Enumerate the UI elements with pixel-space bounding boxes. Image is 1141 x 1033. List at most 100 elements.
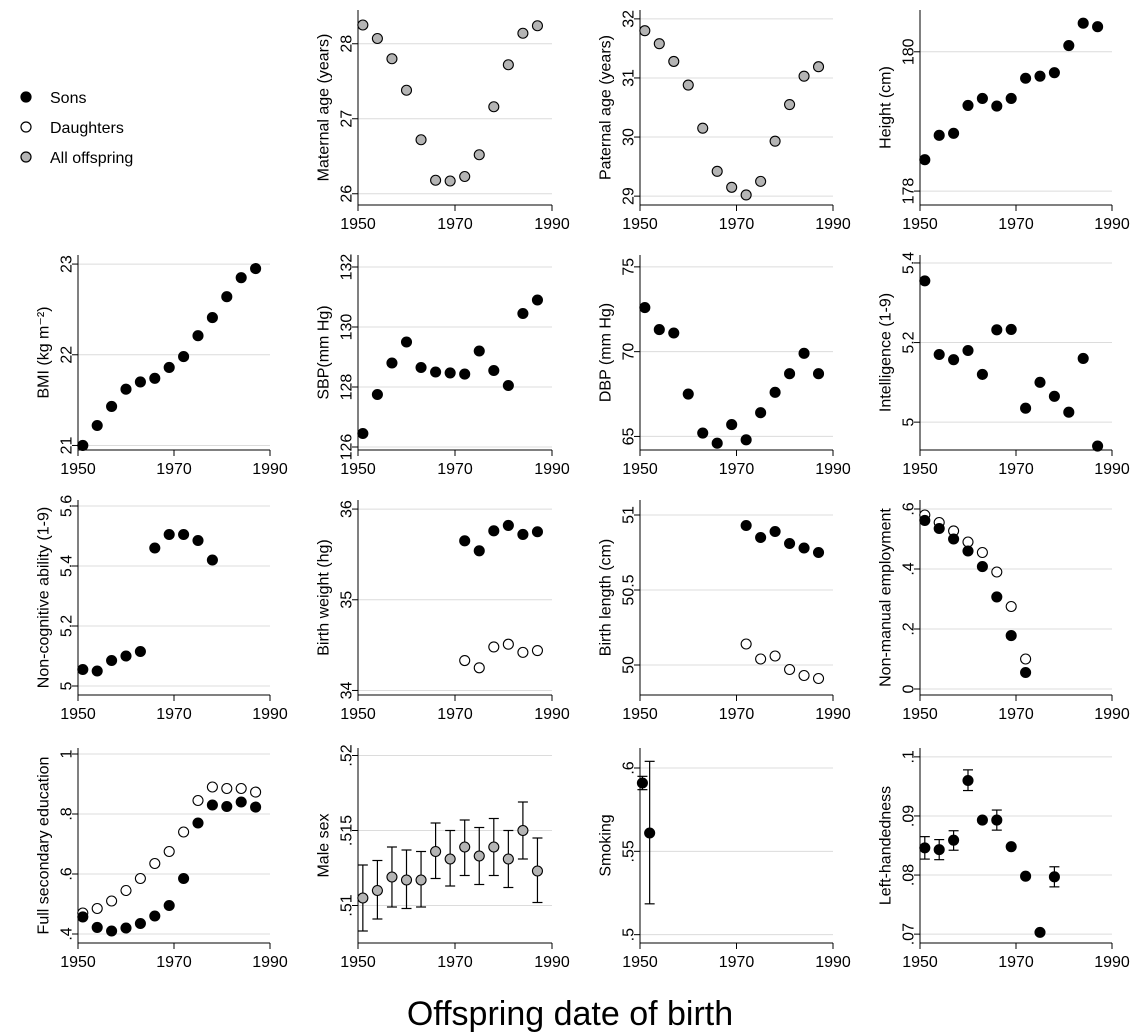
y-tick-label: .5 bbox=[621, 928, 638, 941]
data-point-sons bbox=[784, 537, 796, 550]
data-point-sons bbox=[919, 275, 931, 287]
data-point-sons bbox=[740, 519, 752, 532]
y-tick-label: 22 bbox=[59, 346, 76, 364]
data-point-sons bbox=[1020, 870, 1032, 882]
legend-entry-all-offspring: All offspring bbox=[20, 150, 133, 167]
data-point-sons bbox=[653, 324, 665, 336]
y-tick-label: 5.4 bbox=[59, 555, 76, 577]
data-point-sons bbox=[192, 817, 204, 829]
data-point-sons bbox=[919, 154, 931, 166]
data-point-sons bbox=[206, 554, 218, 566]
x-tick-label: 1950 bbox=[622, 706, 658, 723]
y-tick-label: .07 bbox=[901, 923, 918, 945]
data-point-daughters bbox=[812, 672, 825, 685]
legend-marker-sons bbox=[20, 91, 32, 103]
data-point-daughters bbox=[976, 546, 988, 559]
panel-10: 50 50.5 51 1950 1970 1990 Birth length (cm) bbox=[598, 500, 851, 723]
y-axis-title: Non-manual employment bbox=[878, 508, 895, 687]
y-tick-label: 75 bbox=[621, 258, 638, 276]
x-tick-label: 1990 bbox=[534, 461, 570, 478]
data-point-sons bbox=[163, 528, 175, 541]
data-point-sons bbox=[106, 654, 118, 667]
data-point-sons bbox=[1048, 871, 1060, 883]
x-tick-label: 1990 bbox=[815, 216, 851, 233]
data-point-sons bbox=[1020, 402, 1032, 414]
y-tick-label: 5.6 bbox=[59, 495, 76, 517]
data-point-daughters bbox=[221, 782, 233, 795]
data-point-all bbox=[473, 149, 485, 161]
y-tick-label: 29 bbox=[621, 187, 638, 205]
panel-3: 178 180 1950 1970 1990 Height (cm) bbox=[878, 10, 1130, 233]
data-point-sons bbox=[991, 324, 1003, 336]
data-point-sons bbox=[769, 386, 781, 398]
x-tick-label: 1970 bbox=[156, 954, 192, 971]
data-point-all bbox=[459, 170, 471, 183]
y-tick-label: .4 bbox=[59, 927, 76, 940]
y-axis-title: DBP (mm Hg) bbox=[598, 303, 615, 402]
y-tick-label: 50 bbox=[621, 656, 638, 674]
data-point-sons bbox=[697, 427, 709, 439]
panel-12: .4 .6 .8 1 1950 1970 1990 Full secondary educat… bbox=[36, 748, 288, 971]
data-point-sons bbox=[1063, 39, 1075, 52]
data-point-sons bbox=[668, 327, 680, 339]
data-point-sons bbox=[163, 361, 175, 374]
data-point-all bbox=[726, 181, 738, 193]
data-point-all bbox=[668, 55, 680, 67]
data-point-daughters bbox=[120, 884, 132, 897]
y-axis-title: Height (cm) bbox=[878, 66, 895, 149]
data-point-daughters bbox=[991, 566, 1003, 578]
data-point-sons bbox=[919, 842, 931, 854]
legend-label-all-offspring: All offspring bbox=[50, 150, 133, 167]
y-tick-label: 35 bbox=[339, 591, 356, 609]
data-point-sons bbox=[531, 526, 544, 538]
y-axis-title: Smoking bbox=[598, 814, 615, 876]
y-tick-label: .8 bbox=[59, 807, 76, 820]
x-tick-label: 1950 bbox=[340, 706, 376, 723]
data-point-sons bbox=[120, 383, 132, 395]
data-point-sons bbox=[798, 347, 810, 359]
data-point-daughters bbox=[149, 857, 161, 870]
x-tick-label: 1950 bbox=[622, 461, 658, 478]
y-tick-label: 51 bbox=[621, 506, 638, 524]
x-tick-label: 1990 bbox=[815, 954, 851, 971]
data-point-daughters bbox=[784, 663, 796, 676]
data-point-sons bbox=[250, 263, 262, 275]
data-point-all bbox=[639, 25, 651, 37]
data-point-sons bbox=[976, 561, 988, 573]
y-tick-label: .52 bbox=[339, 744, 356, 766]
x-tick-label: 1970 bbox=[437, 461, 473, 478]
y-tick-label: 36 bbox=[339, 500, 356, 518]
data-point-sons bbox=[948, 533, 960, 545]
data-point-sons bbox=[1048, 67, 1060, 79]
data-point-sons bbox=[1020, 72, 1032, 84]
data-point-sons bbox=[149, 910, 161, 922]
y-tick-label: .6 bbox=[59, 867, 76, 880]
data-point-sons bbox=[371, 388, 383, 401]
data-point-all bbox=[740, 189, 752, 201]
panel-4: 21 22 23 1950 1970 1990 BMI (kg m⁻²) bbox=[36, 255, 288, 478]
x-tick-label: 1950 bbox=[60, 461, 96, 478]
y-axis-title: Non-cognitive ability (1-9) bbox=[36, 507, 53, 688]
data-point-sons bbox=[933, 348, 945, 361]
data-point-daughters bbox=[502, 638, 514, 650]
y-tick-label: .1 bbox=[901, 750, 918, 763]
data-point-sons bbox=[488, 525, 500, 537]
data-point-all bbox=[517, 27, 529, 39]
data-point-sons bbox=[682, 388, 694, 400]
data-point-all bbox=[473, 850, 485, 862]
data-point-all bbox=[682, 79, 694, 91]
data-point-sons bbox=[178, 872, 190, 885]
y-axis-title: Full secondary education bbox=[36, 757, 53, 935]
y-axis-title: Birth length (cm) bbox=[598, 539, 615, 656]
data-point-sons bbox=[798, 542, 810, 554]
data-point-sons bbox=[1005, 92, 1017, 104]
data-point-sons bbox=[502, 379, 514, 392]
data-point-sons bbox=[991, 591, 1003, 603]
data-point-sons bbox=[502, 519, 514, 531]
data-point-sons bbox=[386, 357, 398, 369]
data-point-daughters bbox=[755, 653, 767, 665]
data-point-sons bbox=[1005, 841, 1017, 853]
y-tick-label: 27 bbox=[339, 110, 356, 128]
data-point-all bbox=[459, 841, 471, 853]
x-tick-label: 1990 bbox=[1094, 216, 1130, 233]
